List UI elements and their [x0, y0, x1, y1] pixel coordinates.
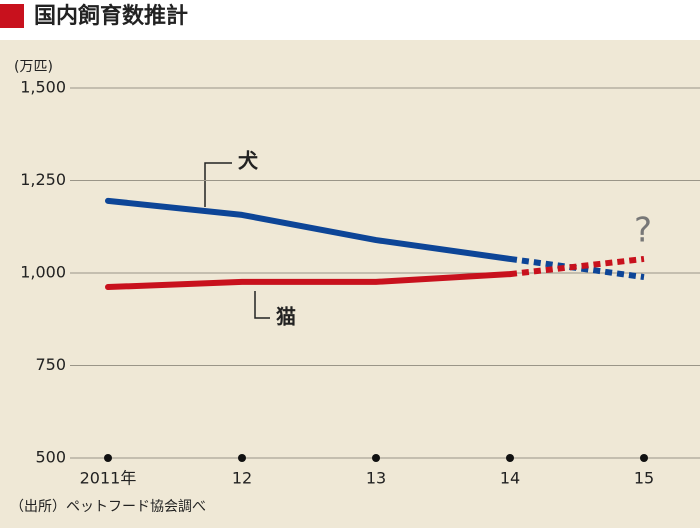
- x-tick-label: 14: [500, 469, 520, 488]
- series-label: 猫: [276, 305, 296, 329]
- x-tick-dot: [104, 454, 112, 462]
- y-tick-label: 750: [35, 355, 66, 374]
- y-tick-label: 1,500: [20, 78, 66, 97]
- y-tick-label: 1,000: [20, 263, 66, 282]
- line: [105, 197, 513, 262]
- x-tick-label: 2011年: [80, 469, 137, 488]
- y-tick-label: 500: [35, 448, 66, 467]
- unit-label: (万匹): [14, 59, 53, 75]
- x-tick-dot: [372, 454, 380, 462]
- x-tick-label: 15: [634, 469, 654, 488]
- line: [105, 271, 513, 291]
- chart-title: 国内飼育数推計: [34, 3, 188, 29]
- y-tick-label: 1,250: [20, 170, 66, 189]
- series-label: 犬: [238, 149, 259, 173]
- x-tick-label: 13: [366, 469, 386, 488]
- leader-line: [204, 162, 232, 207]
- x-tick-dot: [640, 454, 648, 462]
- x-tick-dot: [238, 454, 246, 462]
- x-tick-label: 12: [232, 469, 252, 488]
- title-marker: [0, 4, 24, 28]
- source: （出所）ペットフード協会調べ: [10, 499, 206, 515]
- leader-line: [254, 291, 270, 319]
- line-estimate: [509, 255, 645, 281]
- annotation: ?: [634, 211, 652, 251]
- x-tick-dot: [506, 454, 514, 462]
- line-estimate: [509, 255, 645, 278]
